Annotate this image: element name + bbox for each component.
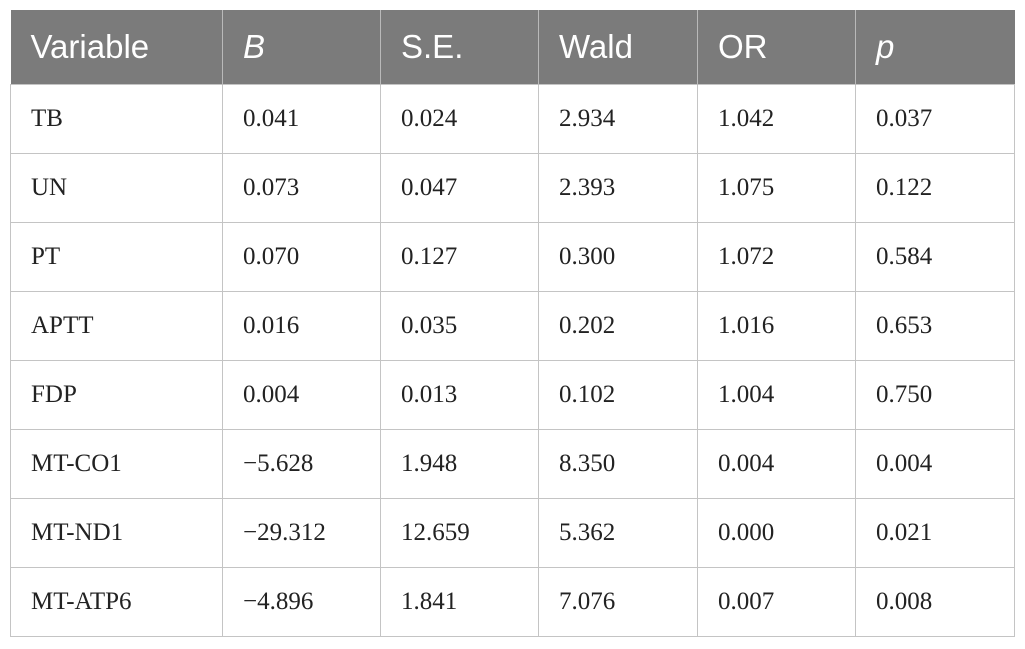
cell-or: 1.042 xyxy=(697,83,856,154)
cell-or: 1.075 xyxy=(697,152,856,223)
header-se: S.E. xyxy=(380,10,539,84)
cell-or: 0.000 xyxy=(697,497,856,568)
table-row: MT-CO1 −5.628 1.948 8.350 0.004 0.004 xyxy=(10,428,1015,499)
table-row: FDP 0.004 0.013 0.102 1.004 0.750 xyxy=(10,359,1015,430)
cell-p: 0.653 xyxy=(855,290,1015,361)
cell-variable: MT-ATP6 xyxy=(10,566,223,637)
cell-wald: 8.350 xyxy=(538,428,698,499)
table-row: TB 0.041 0.024 2.934 1.042 0.037 xyxy=(10,83,1015,154)
cell-se: 0.047 xyxy=(380,152,539,223)
table-body: TB 0.041 0.024 2.934 1.042 0.037 UN 0.073 0.047 2… xyxy=(10,83,1015,637)
cell-p: 0.004 xyxy=(855,428,1015,499)
cell-or: 1.072 xyxy=(697,221,856,292)
cell-b: −4.896 xyxy=(222,566,381,637)
cell-or: 0.004 xyxy=(697,428,856,499)
table-row: MT-ATP6 −4.896 1.841 7.076 0.007 0.008 xyxy=(10,566,1015,637)
cell-p: 0.122 xyxy=(855,152,1015,223)
cell-b: 0.073 xyxy=(222,152,381,223)
header-variable: Variable xyxy=(30,27,150,65)
cell-or: 0.007 xyxy=(697,566,856,637)
cell-wald: 0.202 xyxy=(538,290,698,361)
header-or: OR xyxy=(697,10,856,84)
cell-b: 0.070 xyxy=(222,221,381,292)
table-row: MT-ND1 −29.312 12.659 5.362 0.000 0.021 xyxy=(10,497,1015,568)
cell-wald: 0.102 xyxy=(538,359,698,430)
regression-table-container: Variable B S.E. Wald OR p TB 0.041 0.024 2.… xyxy=(10,10,1015,637)
cell-b: 0.016 xyxy=(222,290,381,361)
table-header: Variable B S.E. Wald OR p xyxy=(10,10,1015,84)
cell-variable: TB xyxy=(10,83,223,154)
cell-wald: 2.393 xyxy=(538,152,698,223)
cell-variable: PT xyxy=(10,221,223,292)
cell-wald: 5.362 xyxy=(538,497,698,568)
cell-b: −29.312 xyxy=(222,497,381,568)
table-row: PT 0.070 0.127 0.300 1.072 0.584 xyxy=(10,221,1015,292)
cell-se: 12.659 xyxy=(380,497,539,568)
cell-p: 0.750 xyxy=(855,359,1015,430)
cell-variable: UN xyxy=(10,152,223,223)
cell-p: 0.584 xyxy=(855,221,1015,292)
cell-variable: MT-ND1 xyxy=(10,497,223,568)
cell-wald: 7.076 xyxy=(538,566,698,637)
cell-b: 0.004 xyxy=(222,359,381,430)
cell-se: 0.035 xyxy=(380,290,539,361)
cell-se: 0.024 xyxy=(380,83,539,154)
cell-variable: FDP xyxy=(10,359,223,430)
cell-b: −5.628 xyxy=(222,428,381,499)
cell-se: 1.948 xyxy=(380,428,539,499)
header-p: p xyxy=(855,10,1015,84)
cell-wald: 0.300 xyxy=(538,221,698,292)
cell-p: 0.037 xyxy=(855,83,1015,154)
cell-wald: 2.934 xyxy=(538,83,698,154)
cell-se: 0.127 xyxy=(380,221,539,292)
cell-b: 0.041 xyxy=(222,83,381,154)
cell-p: 0.021 xyxy=(855,497,1015,568)
cell-p: 0.008 xyxy=(855,566,1015,637)
cell-or: 1.004 xyxy=(697,359,856,430)
table-row: APTT 0.016 0.035 0.202 1.016 0.653 xyxy=(10,290,1015,361)
cell-or: 1.016 xyxy=(697,290,856,361)
header-b: B xyxy=(222,10,381,84)
table-row: UN 0.073 0.047 2.393 1.075 0.122 xyxy=(10,152,1015,223)
cell-variable: MT-CO1 xyxy=(10,428,223,499)
cell-se: 0.013 xyxy=(380,359,539,430)
cell-variable: APTT xyxy=(10,290,223,361)
header-row: Variable B S.E. Wald OR p xyxy=(10,10,1015,84)
header-wald: Wald xyxy=(538,10,698,84)
cell-se: 1.841 xyxy=(380,566,539,637)
regression-table: Variable B S.E. Wald OR p TB 0.041 0.024 2.… xyxy=(10,10,1015,637)
